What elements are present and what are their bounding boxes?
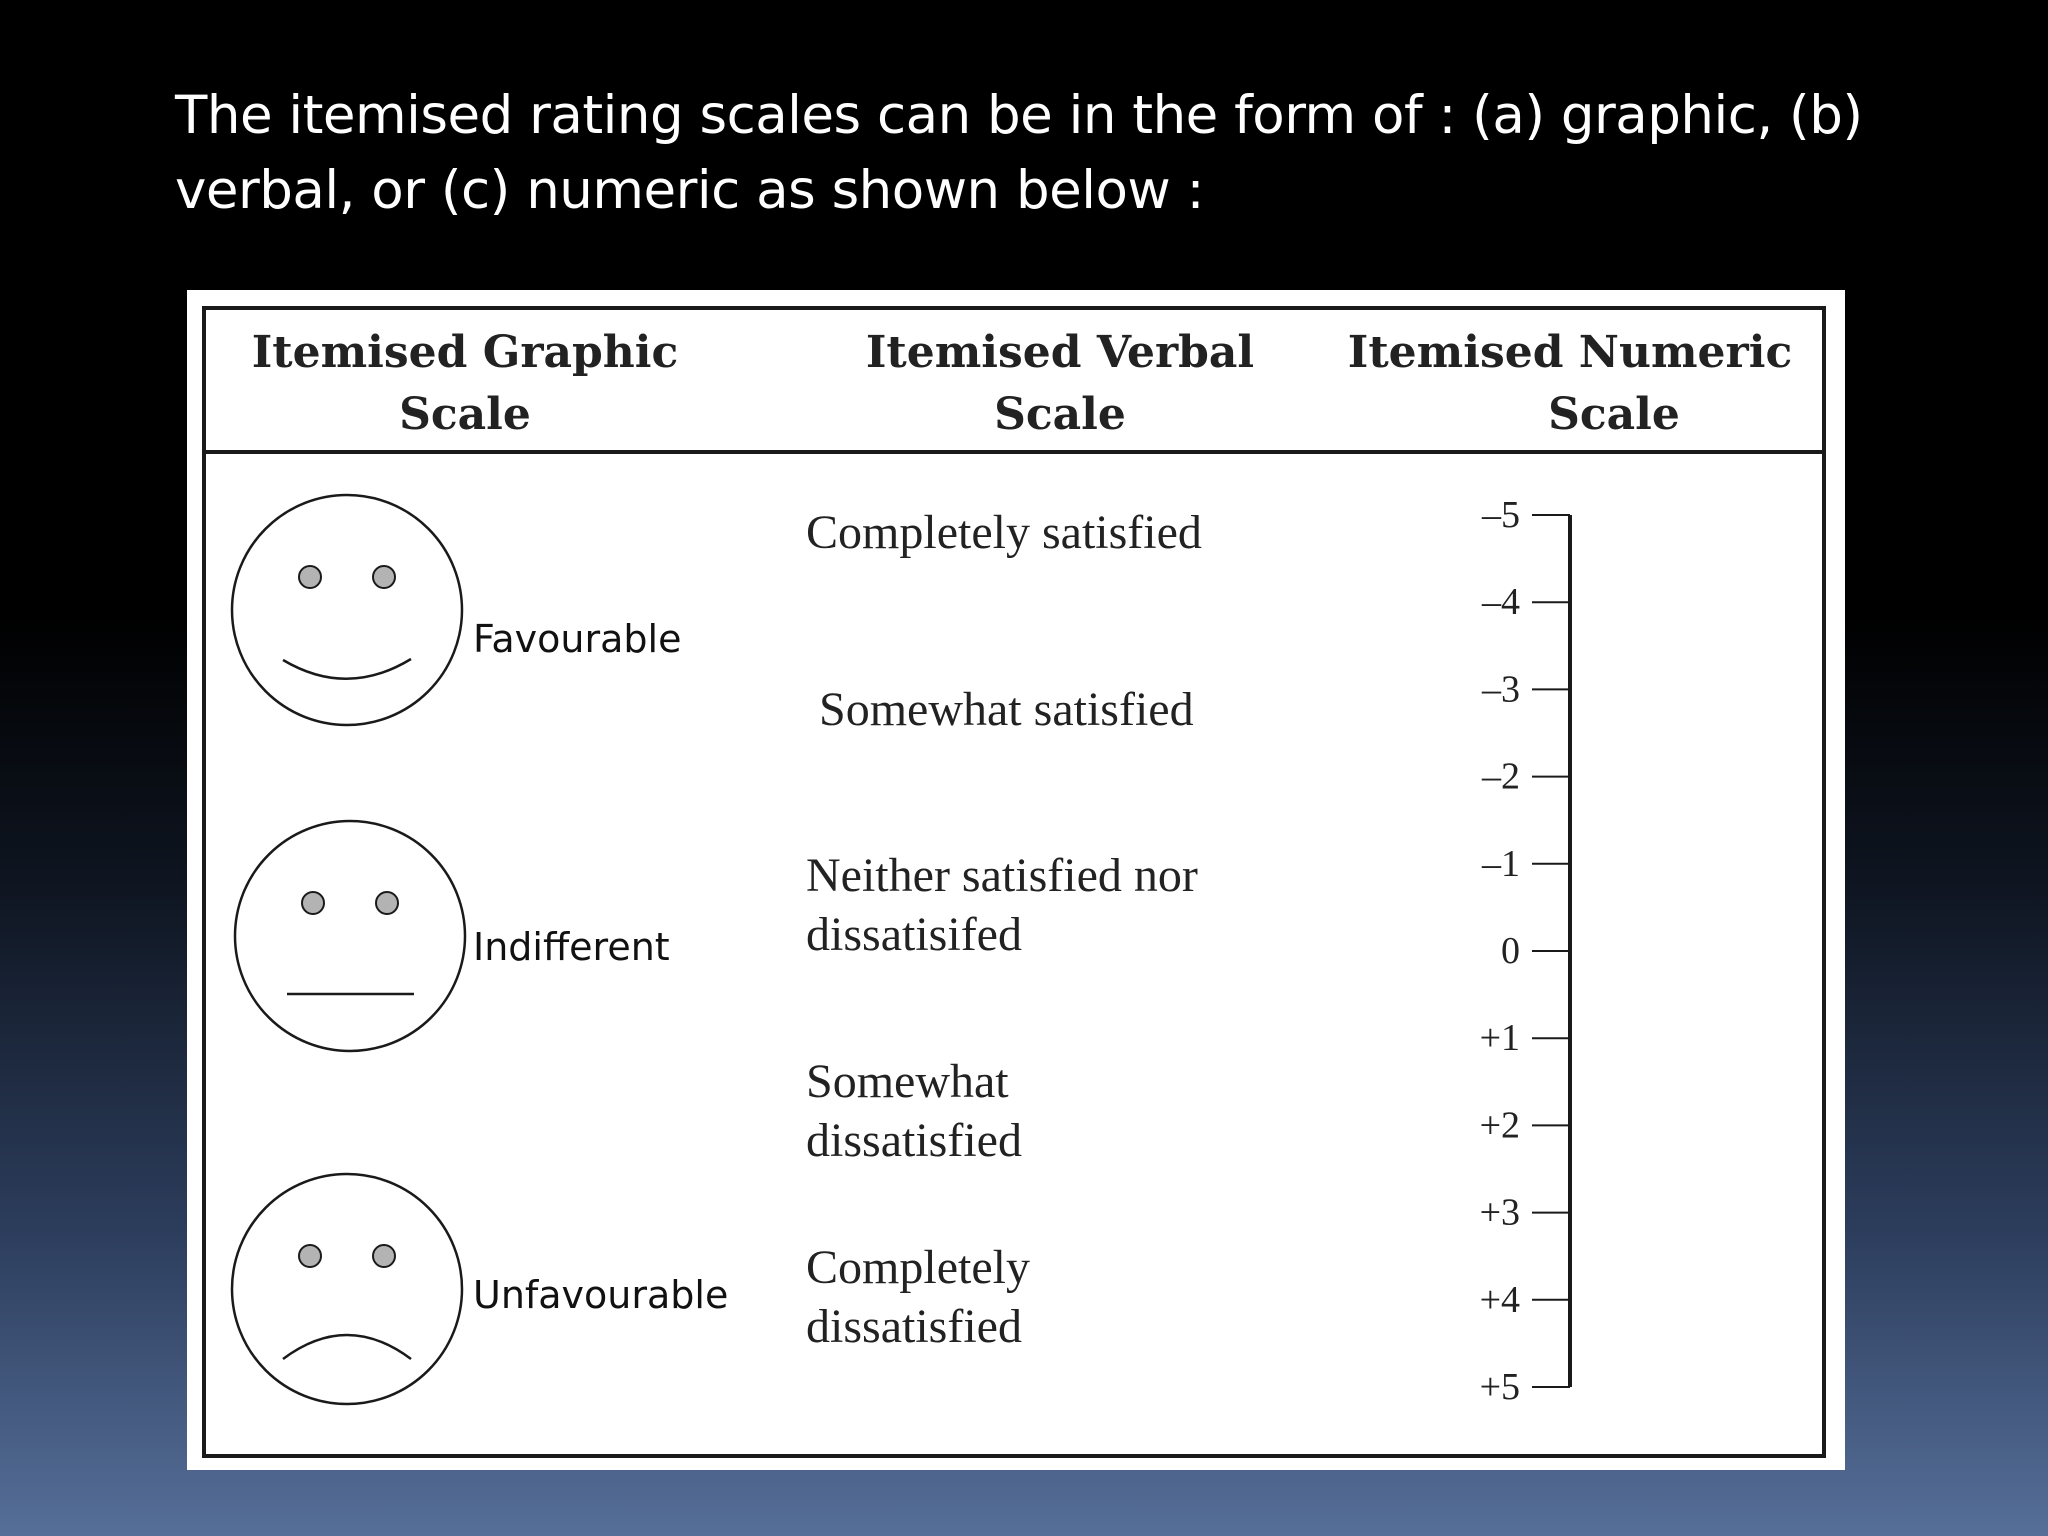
numeric-tick-label: –1 [1481,843,1520,885]
numeric-tick-label: +3 [1480,1192,1520,1234]
header-graphic-line1: Itemised Graphic [252,327,679,378]
neutral-face-icon [233,819,467,1053]
verbal-somewhat-dissatisfied-line2: dissatisfied [806,1114,1022,1167]
frowning-face-icon [230,1172,464,1406]
numeric-tick-label: –5 [1481,494,1520,536]
smiling-face-icon [230,493,464,727]
slide-title: The itemised rating scales can be in the… [175,85,1863,221]
header-graphic-line2: Scale [399,389,531,440]
rating-scales-figure: Itemised Graphic Scale Itemised Verbal S… [187,290,1845,1470]
verbal-completely-dissatisfied-line2: dissatisfied [806,1300,1022,1353]
verbal-completely-satisfied: Completely satisfied [806,506,1202,559]
verbal-neither-line2: dissatisifed [806,908,1022,961]
graphic-label-unfavourable: Unfavourable [473,1273,728,1317]
numeric-tick-label: +2 [1480,1104,1520,1146]
numeric-tick-label: –3 [1481,668,1520,710]
header-verbal-line2: Scale [994,389,1126,440]
numeric-scale: –5 –4 –3 –2 –1 0 +1 +2 +3 +4 +5 [1480,494,1572,1408]
header-numeric-line1: Itemised Numeric [1348,327,1792,378]
verbal-somewhat-satisfied: Somewhat satisfied [819,683,1194,736]
numeric-tick-label: +5 [1480,1366,1520,1408]
numeric-tick-label: 0 [1501,930,1520,972]
numeric-tick-label: –2 [1481,756,1520,798]
numeric-tick-label: +4 [1480,1279,1520,1321]
graphic-label-indifferent: Indifferent [473,925,670,969]
numeric-tick-label: +1 [1480,1017,1520,1059]
graphic-label-favourable: Favourable [473,617,681,661]
rating-scales-table: Itemised Graphic Scale Itemised Verbal S… [202,306,1826,1458]
header-numeric-line2: Scale [1548,389,1680,440]
verbal-neither-line1: Neither satisfied nor [806,849,1198,902]
table-frame [202,306,1826,1458]
header-verbal-line1: Itemised Verbal [866,327,1254,378]
numeric-tick-label: –4 [1481,581,1520,623]
verbal-somewhat-dissatisfied-line1: Somewhat [806,1055,1009,1108]
verbal-completely-dissatisfied-line1: Completely [806,1241,1030,1294]
